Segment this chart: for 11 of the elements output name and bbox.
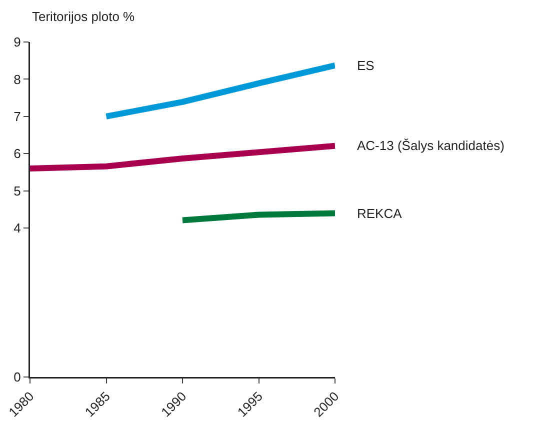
y-tick-label: 6 — [14, 146, 21, 162]
y-tick-label: 5 — [14, 183, 21, 198]
y-axis-title: Teritorijos ploto % — [32, 9, 136, 24]
y-tick-label: 8 — [14, 72, 21, 87]
series-label: REKCA — [357, 206, 402, 221]
series-label: AC-13 (Šalys kandidatės) — [357, 138, 504, 153]
y-tick-label: 7 — [14, 108, 21, 124]
series-label: ES — [357, 58, 375, 73]
y-tick-label: 4 — [14, 220, 21, 236]
y-tick-label: 0 — [14, 370, 21, 385]
y-tick-label: 9 — [14, 34, 21, 50]
